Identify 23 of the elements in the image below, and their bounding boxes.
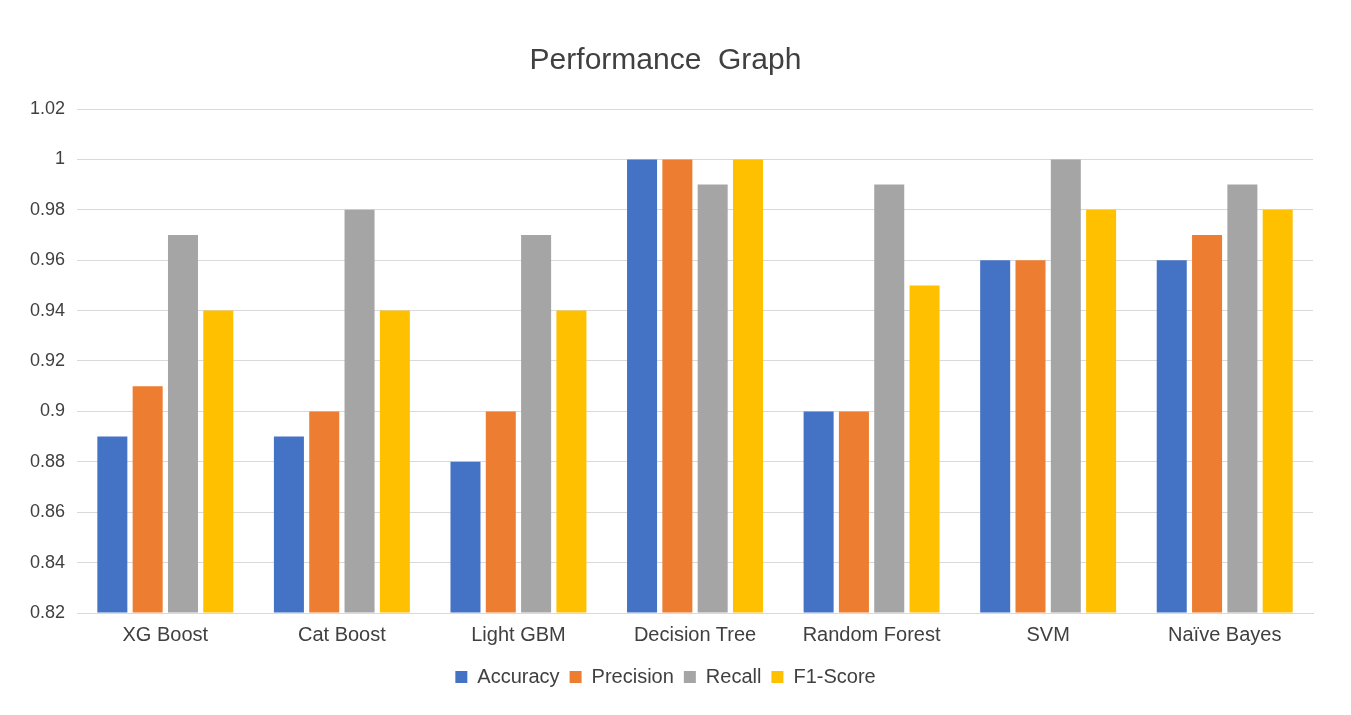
x-tick-label: Random Forest	[802, 622, 941, 645]
y-tick-label: 0.98	[29, 198, 66, 219]
y-tick-label: 0.92	[29, 349, 66, 370]
legend-label: Recall	[705, 664, 762, 687]
x-tick-label: Cat Boost	[297, 622, 387, 645]
y-tick-label: 0.86	[29, 501, 66, 522]
y-tick-label: 0.9	[40, 400, 66, 421]
x-tick-label: Naïve Bayes	[1168, 622, 1282, 645]
x-tick-label: SVM	[1026, 622, 1070, 645]
y-tick-label: 0.94	[29, 299, 66, 320]
y-tick-label: 1	[55, 148, 66, 169]
chart-title: Performance Graph	[529, 42, 802, 76]
y-tick-label: 1.02	[29, 97, 66, 118]
y-tick-label: 0.82	[29, 601, 66, 622]
legend-label: Precision	[591, 664, 674, 687]
x-tick-label: Decision Tree	[633, 622, 757, 645]
y-tick-label: 0.96	[29, 249, 66, 270]
x-tick-label: XG Boost	[122, 622, 209, 645]
legend-label: F1-Score	[793, 664, 876, 687]
y-tick-label: 0.84	[29, 551, 66, 572]
y-tick-label: 0.88	[29, 450, 66, 471]
legend-label: Accuracy	[477, 664, 560, 687]
x-tick-label: Light GBM	[471, 622, 566, 645]
